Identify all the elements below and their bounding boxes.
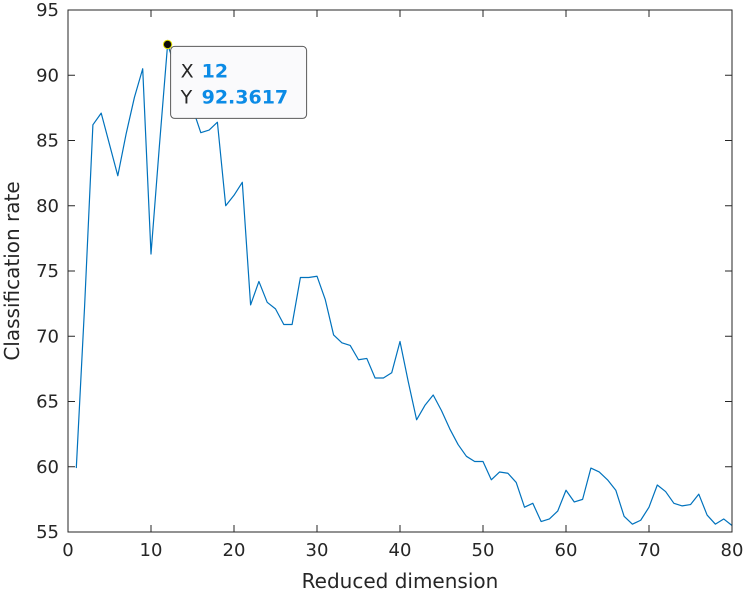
- y-tick-label: 80: [36, 196, 59, 217]
- y-axis-title: Classification rate: [0, 181, 24, 360]
- datatip-box: [170, 45, 308, 119]
- x-tick-label: 30: [306, 540, 329, 561]
- tick-labels: 0 10 20 30 40 50 60 70 80 55 60 65 70 75 80 85 90 95: [36, 0, 743, 561]
- x-tick-label: 0: [62, 540, 73, 561]
- x-tick-label: 40: [389, 540, 412, 561]
- y-tick-label: 60: [36, 457, 59, 478]
- x-tick-label: 20: [223, 540, 246, 561]
- x-tick-label: 60: [555, 540, 578, 561]
- y-tick-label: 55: [36, 522, 59, 543]
- y-tick-label: 75: [36, 261, 59, 282]
- datatip-x-value: 12: [202, 60, 228, 82]
- y-tick-label: 90: [36, 65, 59, 86]
- x-axis-title: Reduced dimension: [302, 569, 499, 592]
- y-tick-label: 65: [36, 392, 59, 413]
- datatip[interactable]: X 12 Y 92.3617: [162, 39, 308, 119]
- y-tick-label: 85: [36, 131, 59, 152]
- y-tick-label: 95: [36, 0, 59, 21]
- x-tick-label: 50: [472, 540, 495, 561]
- datatip-y-label: Y: [180, 86, 193, 108]
- x-tick-label: 70: [638, 540, 661, 561]
- datatip-y-value: 92.3617: [202, 86, 289, 108]
- x-tick-label: 10: [140, 540, 163, 561]
- y-tick-label: 70: [36, 326, 59, 347]
- plot-area: [68, 10, 732, 532]
- datatip-x-label: X: [181, 60, 194, 82]
- datatip-marker[interactable]: [162, 39, 173, 50]
- x-tick-label: 80: [721, 540, 744, 561]
- plot-box: [67, 9, 733, 533]
